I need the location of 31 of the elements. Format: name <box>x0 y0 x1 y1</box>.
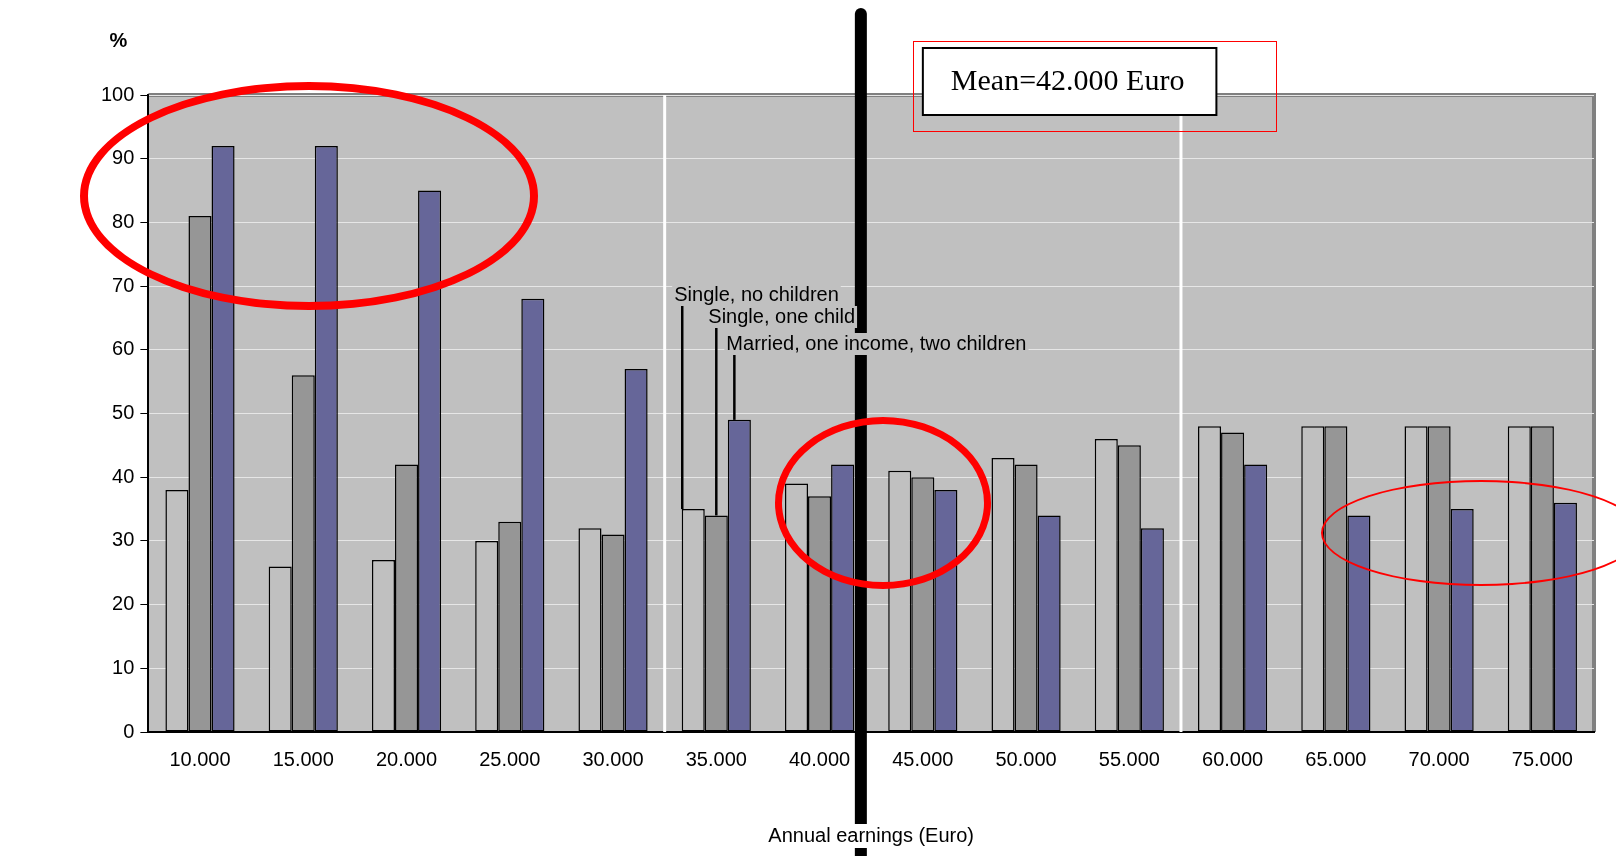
y-tick-label: 30 <box>112 528 135 551</box>
y-tick-label: 100 <box>100 82 135 105</box>
x-tick-label: 35.000 <box>685 747 747 770</box>
y-tick-label: 90 <box>112 146 135 169</box>
x-tick-label: 75.000 <box>1511 747 1573 770</box>
text: Single, no children <box>674 282 839 305</box>
x-axis-title: Annual earnings (Euro) <box>768 823 975 846</box>
y-axis-title: % <box>109 28 128 51</box>
x-tick-label: 70.000 <box>1408 747 1470 770</box>
x-tick-label: 65.000 <box>1305 747 1367 770</box>
x-tick-label: 30.000 <box>582 747 644 770</box>
x-tick-label: 40.000 <box>788 747 851 770</box>
x-tick-label: 55.000 <box>1098 747 1160 770</box>
y-tick-label: 50 <box>112 401 135 424</box>
text: Married, one income, two children <box>726 331 1027 354</box>
x-tick-label: 25.000 <box>479 747 541 770</box>
x-tick-label: 45.000 <box>892 747 954 770</box>
x-tick-label: 50.000 <box>995 747 1057 770</box>
y-tick-label: 80 <box>112 209 135 232</box>
text: Single, one child <box>708 304 856 327</box>
y-tick-label: 10 <box>112 655 135 678</box>
x-tick-label: 10.000 <box>169 747 231 770</box>
x-tick-label: 20.000 <box>375 747 438 770</box>
y-tick-label: 40 <box>112 464 135 487</box>
y-tick-label: 60 <box>112 337 135 360</box>
x-tick-label: 60.000 <box>1202 747 1264 770</box>
y-tick-label: 0 <box>123 719 135 742</box>
y-tick-label: 20 <box>112 592 135 615</box>
y-tick-label: 70 <box>112 273 135 296</box>
ref-line-label: Mean=42.000 Euro <box>950 62 1185 96</box>
x-tick-label: 15.000 <box>272 747 334 770</box>
